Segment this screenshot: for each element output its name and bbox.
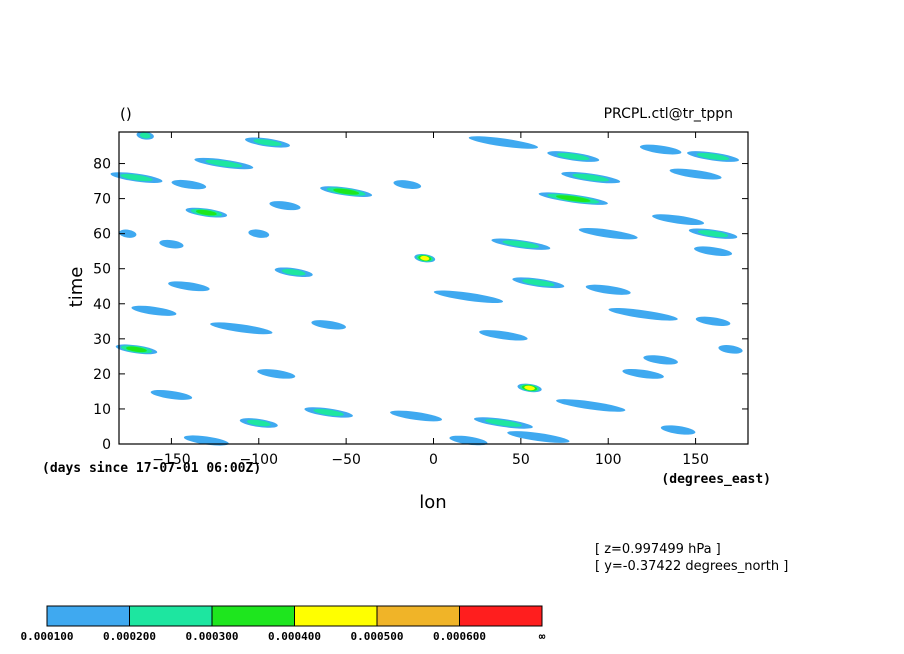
precip-streak	[136, 131, 154, 140]
y-tick-label: 70	[93, 192, 111, 208]
colorbar-swatch	[294, 605, 378, 627]
precip-streak	[468, 136, 538, 149]
precip-streak	[171, 179, 207, 190]
colorbar-label: 0.000400	[268, 630, 321, 643]
precip-streak	[622, 368, 664, 379]
precip-streak	[479, 330, 528, 341]
x-tick-label: 100	[595, 452, 622, 468]
precip-streak	[718, 345, 743, 354]
precip-streak	[183, 435, 229, 446]
precip-streak	[694, 246, 733, 256]
precip-streak	[304, 407, 353, 418]
y-tick-label: 80	[93, 157, 111, 173]
colorbar-label: 0.000300	[186, 630, 239, 643]
precip-streak	[491, 238, 551, 250]
y-tick-label: 40	[93, 297, 111, 313]
precip-streak	[248, 229, 270, 238]
precip-streak	[269, 201, 301, 211]
x-axis-label: lon	[419, 492, 446, 513]
precip-streak	[115, 344, 158, 355]
precip-streak	[393, 180, 422, 189]
precip-streak	[695, 316, 731, 326]
colorbar-swatch	[459, 605, 543, 627]
precip-streak	[547, 151, 600, 162]
y-tick-label: 30	[93, 332, 111, 348]
colorbar: 0.000100 0.000200 0.000300 0.000400 0.000500…	[21, 605, 546, 643]
x-tick-label: −150	[152, 452, 190, 468]
x-tick-label: 50	[512, 452, 530, 468]
precip-streak	[643, 355, 678, 365]
colorbar-swatch	[376, 605, 460, 627]
colorbar-label: 0.000500	[351, 630, 404, 643]
precip-streak	[433, 290, 504, 304]
precip-streak	[449, 435, 488, 446]
y-tick-label: 20	[93, 367, 111, 383]
y-tick-label: 0	[102, 437, 111, 453]
colorbar-label: ∞	[539, 630, 546, 643]
precip-streak	[390, 410, 442, 422]
precip-streak	[210, 322, 273, 335]
precip-streak	[688, 228, 738, 239]
precip-streak	[274, 267, 313, 278]
y-unit-label: (days since 17-07-01 06:00Z)	[42, 461, 261, 476]
precip-streak	[578, 227, 638, 240]
title-right: PRCPL.ctl@tr_tppn	[604, 106, 733, 122]
title-left: ()	[120, 105, 132, 123]
precip-streak	[507, 431, 570, 443]
precip-streak	[119, 229, 137, 238]
y-tick-label: 10	[93, 402, 111, 418]
precip-streak	[414, 253, 436, 263]
precip-streak	[669, 168, 722, 180]
precip-streak	[517, 383, 542, 393]
precip-streak	[639, 144, 682, 155]
y-axis-label: time	[66, 267, 87, 308]
precip-streak	[320, 186, 373, 197]
info-z-level: [ z=0.997499 hPa ]	[595, 542, 721, 557]
x-tick-label: 0	[429, 452, 438, 468]
precip-streak	[194, 157, 254, 170]
precip-streak	[311, 320, 346, 330]
precip-streak	[245, 137, 291, 148]
precip-streak	[185, 207, 228, 218]
y-tick-label: 60	[93, 227, 111, 243]
x-tick-label: −100	[240, 452, 278, 468]
precip-streak	[168, 281, 210, 292]
precip-streak	[556, 399, 626, 412]
colorbar-label: 0.000600	[433, 630, 486, 643]
precip-streak	[652, 214, 705, 226]
x-unit-label: (degrees_east)	[661, 472, 771, 487]
precip-streak	[561, 171, 621, 184]
plot-background	[119, 132, 748, 444]
precip-streak	[660, 425, 696, 435]
x-tick-label: 150	[682, 452, 709, 468]
precip-streak	[512, 277, 565, 289]
x-axis-ticks: −150 −100 −50 0 50 100 150	[152, 132, 709, 468]
contour-layer	[110, 131, 743, 446]
y-axis-ticks: 0 10 20 30 40 50 60 70 80	[93, 157, 748, 453]
colorbar-swatch	[211, 605, 295, 627]
precip-streak	[159, 239, 184, 249]
info-y-lat: [ y=-0.37422 degrees_north ]	[595, 559, 788, 574]
x-tick-label: −50	[331, 452, 361, 468]
precip-streak	[608, 308, 678, 321]
colorbar-swatch	[46, 605, 130, 627]
precip-streak	[585, 284, 631, 295]
precip-streak	[110, 172, 163, 183]
precip-streak	[473, 417, 533, 429]
precip-streak	[687, 151, 740, 162]
precip-streak	[131, 305, 177, 316]
colorbar-label: 0.000200	[103, 630, 156, 643]
precip-streak	[150, 390, 193, 400]
precip-streak	[538, 192, 608, 205]
y-tick-label: 50	[93, 262, 111, 278]
precip-streak	[239, 418, 278, 428]
colorbar-swatch	[129, 605, 213, 627]
precip-streak	[257, 369, 296, 379]
colorbar-label: 0.000100	[21, 630, 74, 643]
